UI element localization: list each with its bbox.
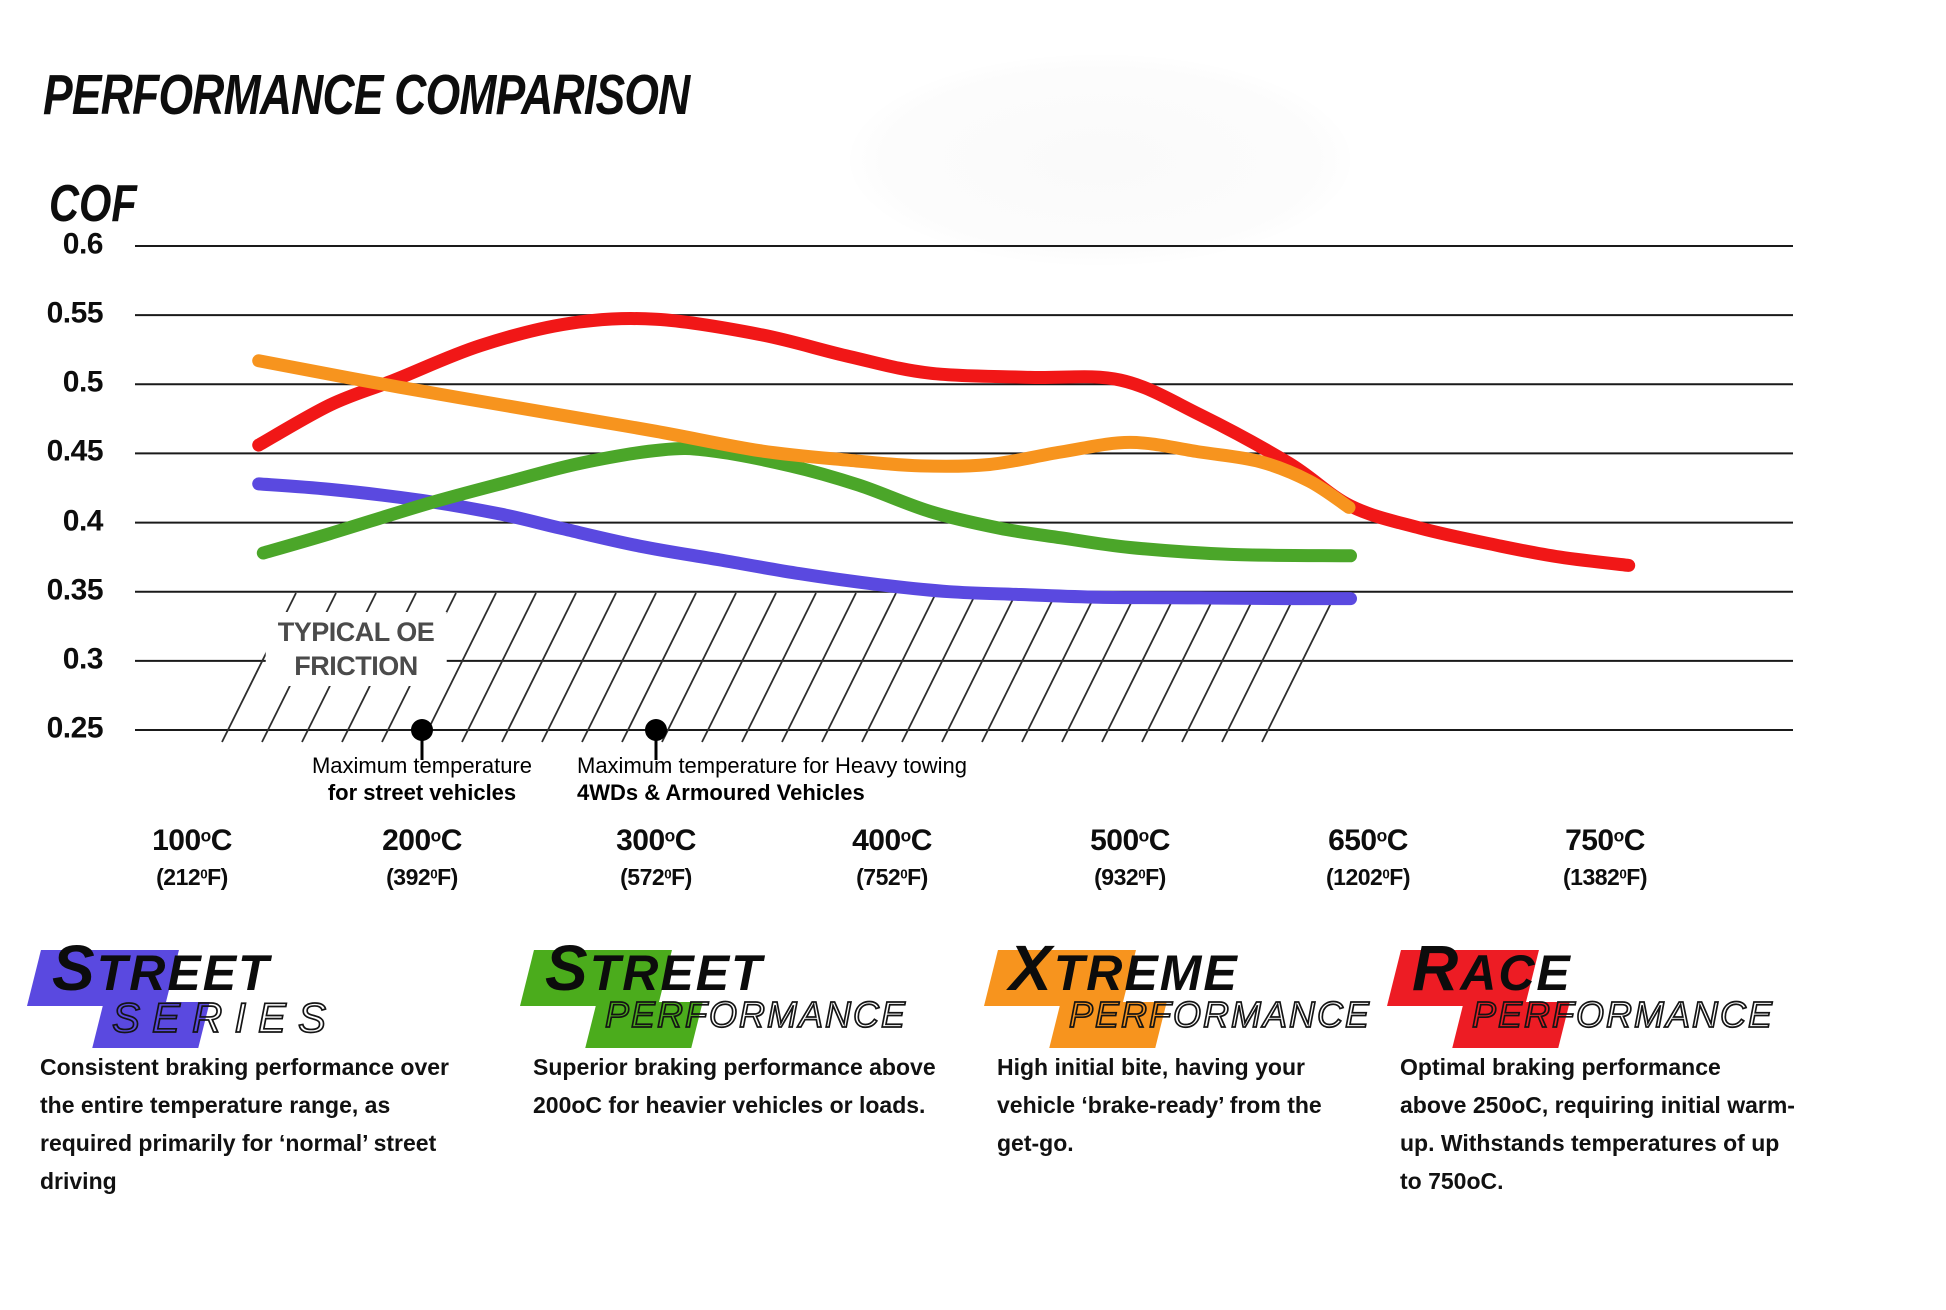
annotation-text-1: Maximum temperature for street vehicles xyxy=(312,752,532,806)
hatch-stroke xyxy=(821,592,897,743)
hatch-stroke xyxy=(581,592,657,743)
hatch-stroke xyxy=(621,592,697,743)
x-tick-label-300C: 300oC (5720F) xyxy=(616,824,696,890)
hatch-stroke xyxy=(1181,592,1257,743)
hatch-stroke xyxy=(1101,592,1177,743)
hatch-stroke xyxy=(741,592,817,743)
hatch-stroke xyxy=(661,592,737,743)
hatch-stroke xyxy=(461,592,537,743)
y-tick-label-0.6: 0.6 xyxy=(62,227,104,261)
hatch-stroke xyxy=(1261,592,1337,743)
legend-subtitle: SERIES xyxy=(111,993,339,1042)
legend-word: RACE xyxy=(1412,932,1572,1004)
y-tick-label-0.45: 0.45 xyxy=(46,435,104,469)
curve-race-performance xyxy=(252,312,1636,572)
x-tick-label-200C: 200oC (3920F) xyxy=(382,824,462,890)
legend-description: Superior braking performance above 200oC… xyxy=(533,1054,936,1118)
annotation-line2: for street vehicles xyxy=(327,780,517,805)
hatch-stroke xyxy=(1061,592,1137,743)
page-title: PERFORMANCE COMPARISON xyxy=(43,63,690,127)
annotation-line1: Maximum temperature xyxy=(311,753,533,778)
hatch-stroke xyxy=(1021,592,1097,743)
hatch-stroke xyxy=(541,592,617,743)
logo-xtreme-performance: XTREME PERFORMANCE xyxy=(984,936,1487,1048)
logo-race-performance: RACE PERFORMANCE xyxy=(1387,936,1890,1048)
x-tick-label-500C: 500oC (9320F) xyxy=(1090,824,1170,890)
y-tick-label-0.55: 0.55 xyxy=(46,296,104,330)
watermark-ghost xyxy=(850,55,1350,265)
y-tick-label-0.4: 0.4 xyxy=(62,504,104,538)
legend-description: High initial bite, having your vehicle ‘… xyxy=(997,1054,1322,1156)
annotation-line1: Maximum temperature for Heavy towing xyxy=(577,753,968,778)
logo-street-performance: STREET PERFORMANCE xyxy=(520,936,1023,1048)
legend-word: XTREME xyxy=(1009,932,1239,1004)
legend-word: STREET xyxy=(545,932,764,1004)
hatch-stroke xyxy=(421,592,497,743)
legend-subtitle: PERFORMANCE xyxy=(1471,993,1775,1036)
annotation-dot-1 xyxy=(411,719,433,741)
annotation-line2: 4WDs & Armoured Vehicles xyxy=(577,780,865,805)
curve-street-performance xyxy=(256,442,1357,563)
legend-item-xtreme-performance: XTREME PERFORMANCE High initial bite, havi… xyxy=(984,936,1487,1156)
legend-subtitle: PERFORMANCE xyxy=(1068,993,1372,1036)
oe-friction-band-label: TYPICAL OE FRICTION xyxy=(265,612,447,686)
hatch-stroke xyxy=(1141,592,1217,743)
hatch-stroke xyxy=(701,592,777,743)
x-tick-label-750C: 750oC (13820F) xyxy=(1563,824,1647,890)
annotation-dot-2 xyxy=(645,719,667,741)
legend-description: Optimal braking performance above 250oC,… xyxy=(1400,1054,1795,1194)
y-axis-title: COF xyxy=(49,175,137,233)
y-tick-label-0.25: 0.25 xyxy=(46,711,104,745)
hatch-stroke xyxy=(861,592,937,743)
hatch-stroke xyxy=(501,592,577,743)
curve-xtreme-performance xyxy=(252,354,1356,514)
legend-description: Consistent braking performance over the … xyxy=(40,1054,449,1194)
legend-item-street-performance: STREET PERFORMANCE Superior braking perfor… xyxy=(520,936,1023,1118)
hatch-stroke xyxy=(1221,592,1297,743)
y-tick-label-0.3: 0.3 xyxy=(62,642,104,676)
y-tick-label-0.35: 0.35 xyxy=(46,573,104,607)
x-tick-label-650C: 650oC (12020F) xyxy=(1326,824,1410,890)
legend-item-street-series: STREET SERIES Consistent braking performan… xyxy=(27,936,530,1194)
legend-item-race-performance: RACE PERFORMANCE Optimal braking performan… xyxy=(1387,936,1890,1194)
y-tick-label-0.5: 0.5 xyxy=(62,365,104,399)
legend-word: STREET xyxy=(52,932,271,1004)
oe-friction-label-line1: TYPICAL OE xyxy=(277,617,435,647)
hatch-stroke xyxy=(941,592,1017,743)
x-tick-label-100C: 100oC (2120F) xyxy=(152,824,232,890)
hatch-stroke xyxy=(781,592,857,743)
annotation-text-2: Maximum temperature for Heavy towing 4WDs… xyxy=(577,752,967,806)
hatch-stroke xyxy=(981,592,1057,743)
oe-friction-label-line2: FRICTION xyxy=(294,651,418,681)
cof-line-chart xyxy=(135,245,1793,760)
legend-subtitle: PERFORMANCE xyxy=(604,993,908,1036)
hatch-stroke xyxy=(901,592,977,743)
logo-street-series: STREET SERIES xyxy=(27,936,530,1048)
x-tick-label-400C: 400oC (7520F) xyxy=(852,824,932,890)
